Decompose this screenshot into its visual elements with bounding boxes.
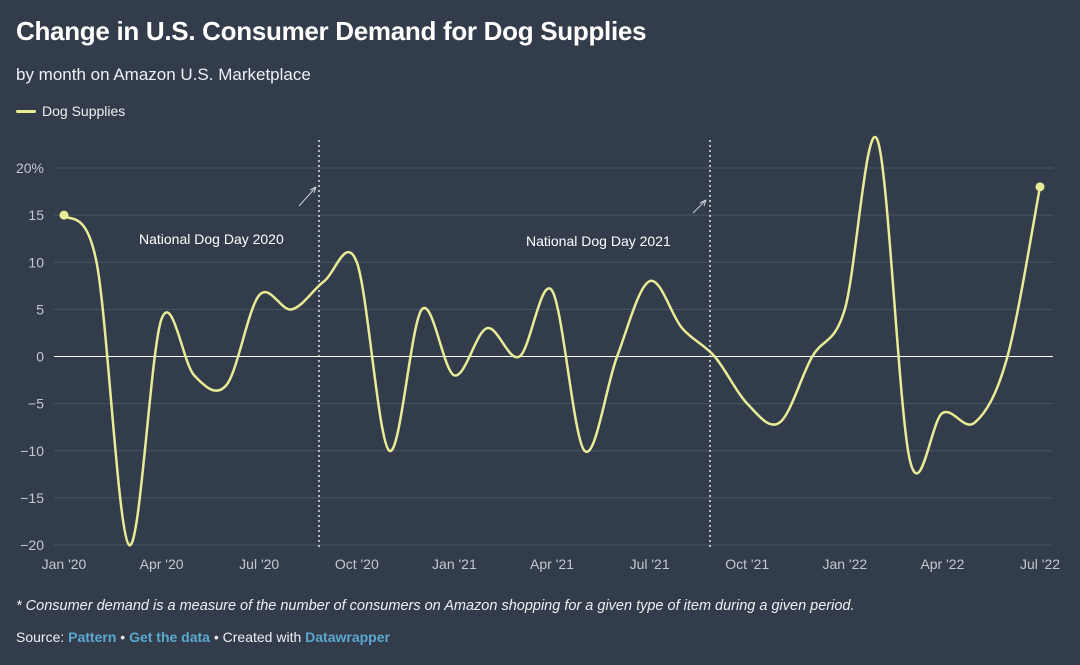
x-tick-label: Apr '20: [140, 556, 184, 572]
annotations: National Dog Day 2020 National Dog Day 2…: [139, 140, 711, 548]
x-axis-labels: Jan '20 Apr '20 Jul '20 Oct '20 Jan '21 Apr '…: [42, 556, 1061, 572]
y-tick-label: −10: [20, 443, 44, 459]
legend-label: Dog Supplies: [42, 103, 126, 119]
dog-day-2021-arrowhead: [699, 199, 707, 207]
end-point-marker: [1035, 182, 1045, 192]
created-with-text: • Created with: [209, 629, 306, 645]
get-the-data-link[interactable]: Get the data: [129, 629, 210, 645]
x-tick-label: Oct '20: [335, 556, 379, 572]
series-line-dog-supplies: [62, 135, 1042, 547]
gridlines: [54, 167, 1053, 546]
x-tick-label: Oct '21: [725, 556, 769, 572]
legend: Dog Supplies: [16, 103, 125, 119]
dog-day-2021-label: National Dog Day 2021: [526, 233, 671, 249]
x-tick-label: Jan '21: [432, 556, 477, 572]
y-tick-label: 5: [36, 301, 44, 317]
dog-day-2021-arrow: [692, 199, 707, 214]
y-tick-label: 10: [28, 254, 44, 270]
x-tick-label: Jan '22: [822, 556, 867, 572]
dog-day-2020-arrowhead: [309, 186, 317, 194]
x-tick-label: Apr '21: [530, 556, 574, 572]
y-tick-label: 20%: [16, 160, 44, 176]
footnote: * Consumer demand is a measure of the nu…: [16, 598, 855, 614]
dog-day-2020-arrow: [298, 186, 317, 207]
series-layer: [59, 135, 1045, 547]
x-tick-label: Jan '20: [42, 556, 87, 572]
dog-day-2020-label: National Dog Day 2020: [139, 231, 284, 247]
x-tick-label: Jul '20: [239, 556, 279, 572]
line-chart: −20 −15 −10 −5 0 5 10 15 20% Jan '20 Apr '20 Jul '…: [16, 135, 1061, 572]
source-prefix: Source:: [16, 629, 69, 645]
chart-title: Change in U.S. Consumer Demand for Dog S…: [16, 16, 647, 46]
y-tick-label: 0: [36, 349, 44, 365]
source-separator: •: [116, 629, 130, 645]
y-tick-label: −20: [20, 537, 44, 553]
x-tick-label: Apr '22: [920, 556, 964, 572]
datawrapper-link[interactable]: Datawrapper: [305, 629, 390, 645]
x-tick-label: Jul '22: [1020, 556, 1060, 572]
y-tick-label: −15: [20, 490, 44, 506]
start-point-marker: [59, 210, 69, 220]
chart-subtitle: by month on Amazon U.S. Marketplace: [16, 65, 311, 84]
y-tick-label: −5: [28, 396, 44, 412]
legend-swatch: [16, 109, 36, 113]
source-line: Source: Pattern • Get the data • Created…: [16, 629, 390, 645]
y-tick-label: 15: [28, 207, 44, 223]
y-axis-labels: −20 −15 −10 −5 0 5 10 15 20%: [16, 160, 44, 553]
pattern-link[interactable]: Pattern: [68, 629, 117, 645]
x-tick-label: Jul '21: [630, 556, 670, 572]
